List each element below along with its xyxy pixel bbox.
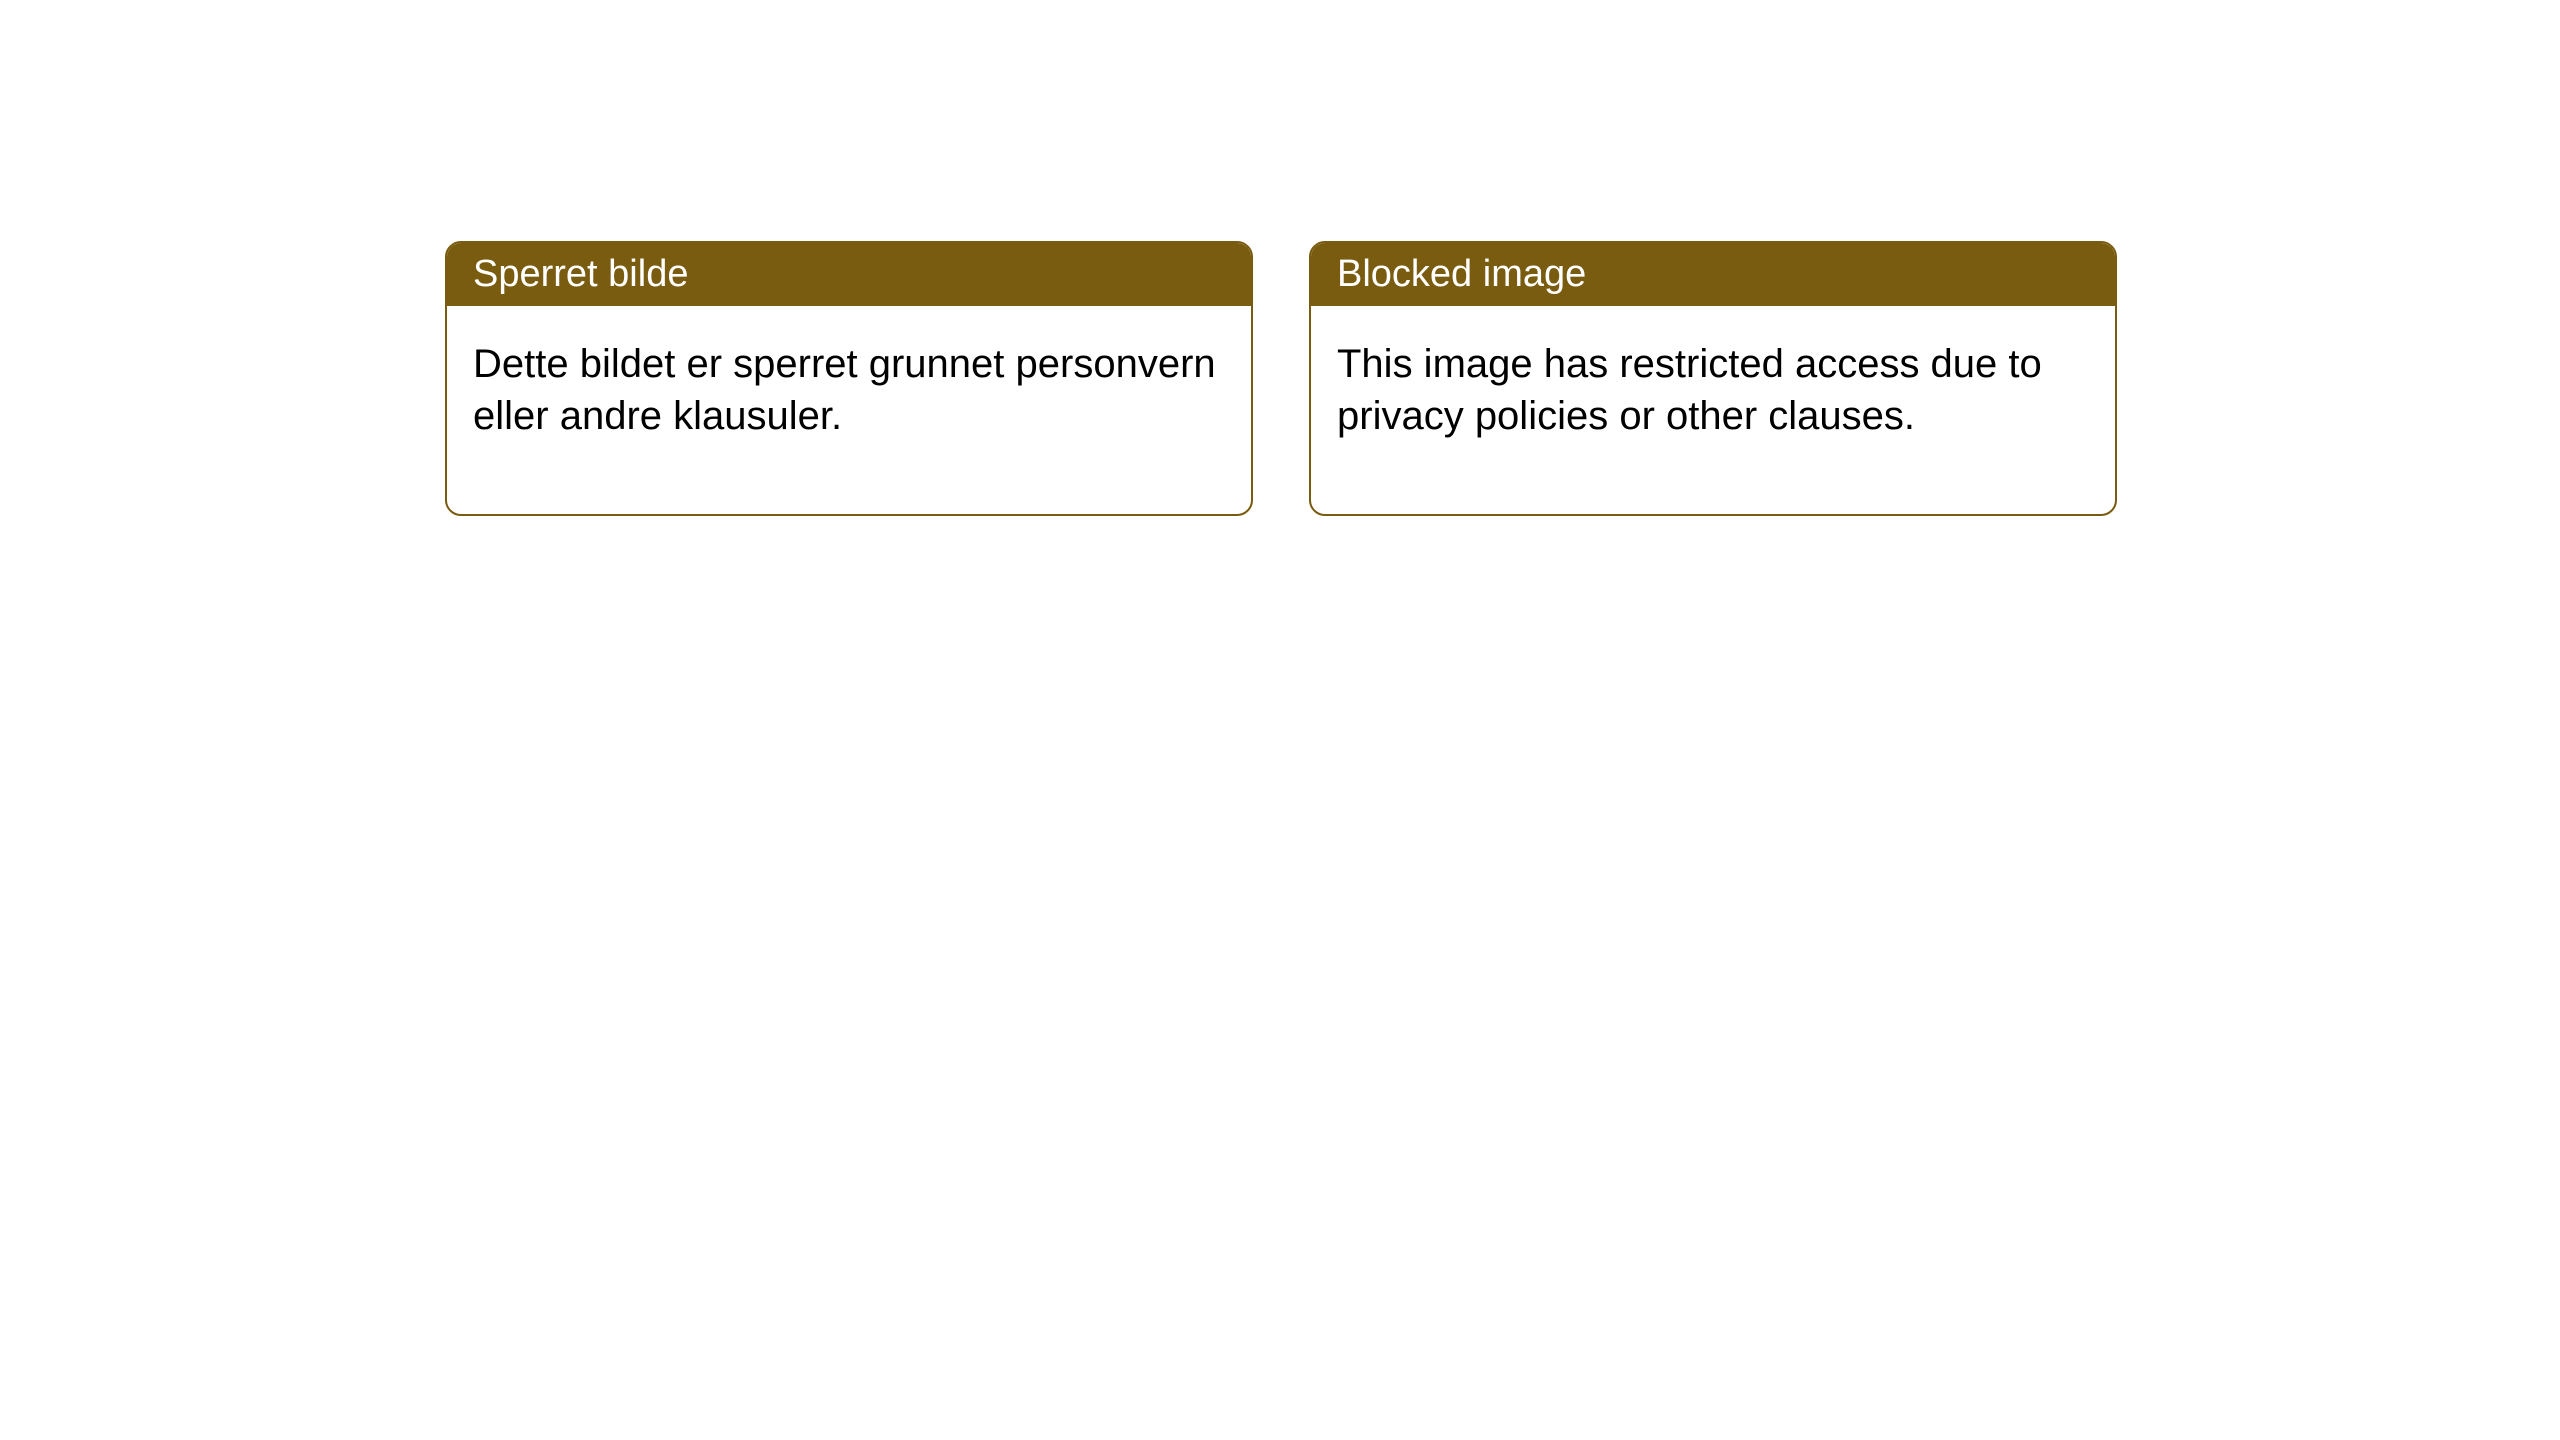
notice-title-norwegian: Sperret bilde bbox=[447, 243, 1251, 306]
notice-message-norwegian: Dette bildet er sperret grunnet personve… bbox=[447, 306, 1251, 514]
notice-message-english: This image has restricted access due to … bbox=[1311, 306, 2115, 514]
notice-box-norwegian: Sperret bilde Dette bildet er sperret gr… bbox=[445, 241, 1253, 516]
notice-title-english: Blocked image bbox=[1311, 243, 2115, 306]
notice-box-english: Blocked image This image has restricted … bbox=[1309, 241, 2117, 516]
notice-container: Sperret bilde Dette bildet er sperret gr… bbox=[445, 241, 2117, 516]
